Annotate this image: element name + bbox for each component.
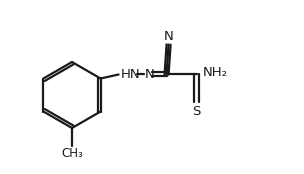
Text: CH₃: CH₃ [61, 147, 83, 160]
Text: HN: HN [121, 68, 140, 81]
Text: S: S [192, 105, 201, 118]
Text: N: N [145, 68, 154, 81]
Text: N: N [164, 30, 174, 42]
Text: NH₂: NH₂ [202, 66, 228, 79]
